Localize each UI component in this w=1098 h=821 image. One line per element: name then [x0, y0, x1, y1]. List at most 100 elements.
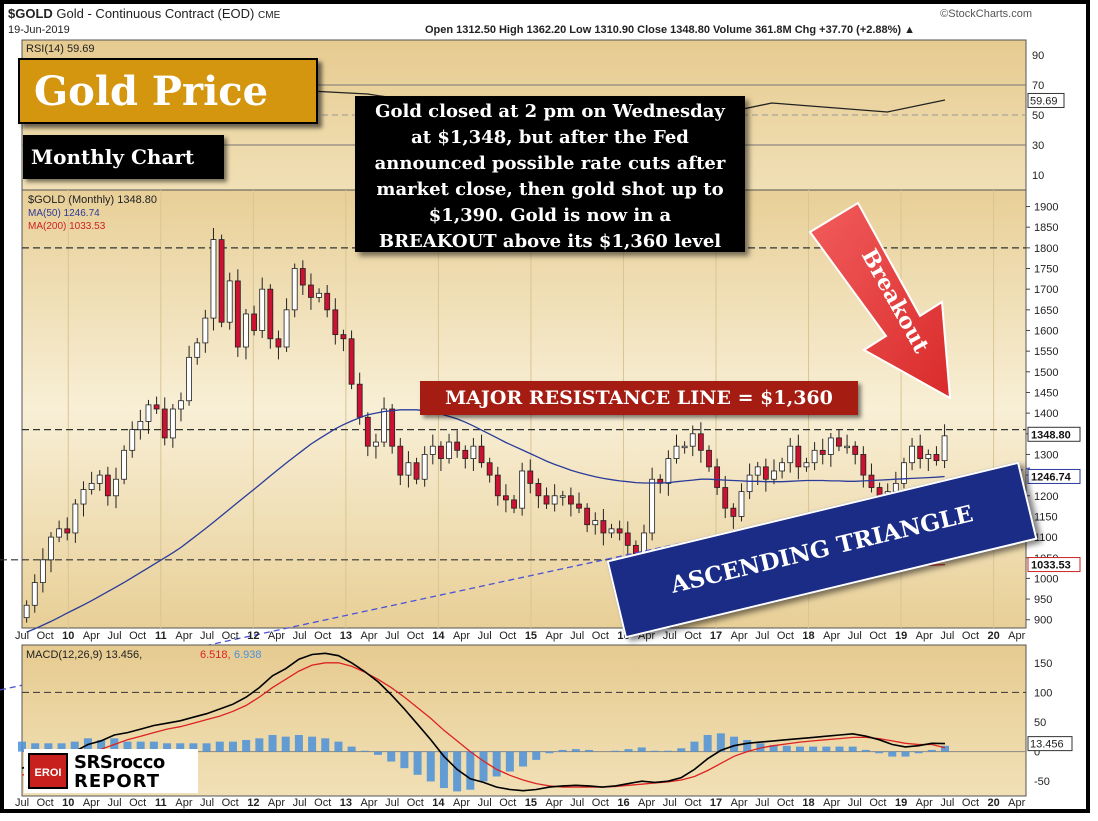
- x-tick-label: Jul: [755, 630, 769, 642]
- price-candle: [730, 507, 737, 517]
- price-candle: [186, 356, 192, 402]
- price-candle: [503, 495, 509, 501]
- macd-histogram-bar: [532, 751, 541, 760]
- macd-histogram-bar: [914, 751, 923, 754]
- price-tick-label: 1900: [1034, 202, 1058, 214]
- macd-histogram-bar: [215, 741, 224, 752]
- macd-line: [21, 652, 946, 792]
- price-candle: [559, 495, 566, 498]
- macd-histogram-bar: [426, 751, 435, 782]
- price-candle: [462, 449, 469, 459]
- macd-histogram-bar: [149, 741, 158, 752]
- macd-histogram-bar: [281, 736, 290, 752]
- price-candle: [356, 383, 363, 418]
- macd-hist-value: 6.938: [234, 649, 262, 661]
- price-candle: [259, 288, 266, 331]
- macd-tick-label: 100: [1034, 687, 1052, 699]
- macd-histogram-bar: [927, 749, 936, 752]
- price-tick-label: 1700: [1034, 284, 1058, 296]
- price-tick-label: 1850: [1034, 222, 1058, 234]
- x-tick-label-bottom: Oct: [777, 797, 794, 809]
- x-tick-label-bottom: Jul: [755, 797, 769, 809]
- macd-histogram-bar: [782, 745, 791, 752]
- price-candle: [511, 499, 517, 509]
- x-tick-label: Jul: [570, 630, 584, 642]
- x-tick-label-bottom: 16: [617, 797, 629, 809]
- macd-histogram-bar: [176, 743, 185, 752]
- macd-histogram-bar: [875, 751, 884, 754]
- x-tick-label-bottom: Jul: [478, 797, 492, 809]
- price-candle: [234, 280, 241, 348]
- macd-histogram-bar: [888, 751, 897, 757]
- price-candle: [121, 449, 128, 480]
- x-tick-label-bottom: Oct: [499, 797, 516, 809]
- x-tick-label-bottom: 10: [62, 797, 74, 809]
- macd-histogram-bar: [334, 741, 343, 752]
- x-tick-label-bottom: 19: [895, 797, 907, 809]
- x-tick-label: 14: [432, 630, 445, 642]
- price-candle: [486, 462, 493, 476]
- x-tick-label-bottom: Jul: [848, 797, 862, 809]
- x-tick-label: 11: [155, 630, 167, 642]
- price-legend-ma200: MA(200) 1033.53: [28, 221, 106, 232]
- price-candle: [373, 441, 379, 447]
- macd-histogram-bar: [769, 744, 778, 752]
- x-tick-label: Jul: [108, 630, 122, 642]
- price-candle: [104, 474, 111, 497]
- x-tick-label: Apr: [916, 630, 933, 642]
- macd-histogram-bar: [558, 749, 567, 752]
- price-candle: [218, 239, 225, 323]
- x-tick-label: 20: [987, 630, 999, 642]
- price-candle: [836, 437, 842, 447]
- x-tick-label-bottom: Oct: [37, 797, 54, 809]
- logo-line2: REPORT: [74, 771, 160, 792]
- x-tick-label: Jul: [385, 630, 399, 642]
- price-candle: [689, 433, 696, 447]
- macd-histogram-bar: [439, 751, 448, 789]
- price-tick-label: 900: [1034, 615, 1052, 627]
- rsi-tick-label: 70: [1032, 80, 1044, 92]
- price-candle: [23, 604, 30, 619]
- price-tick-label: 1550: [1034, 346, 1058, 358]
- price-candle: [137, 420, 144, 431]
- ma50-last-label-box: [1027, 468, 1081, 484]
- price-candle: [153, 404, 160, 410]
- price-candle: [551, 495, 558, 505]
- x-tick-label-bottom: Oct: [314, 797, 331, 809]
- macd-histogram-bar: [637, 747, 646, 752]
- macd-histogram-bar: [584, 749, 593, 752]
- price-tick-label: 1100: [1034, 532, 1058, 544]
- price-candle: [909, 445, 915, 464]
- x-tick-label-bottom: Oct: [684, 797, 701, 809]
- rsi-tick-label: 10: [1032, 170, 1044, 182]
- x-tick-label: Jul: [293, 630, 307, 642]
- macd-histogram-bar: [650, 750, 659, 752]
- logo-badge: EROI: [28, 753, 68, 789]
- x-tick-label-bottom: 11: [155, 797, 167, 809]
- x-tick-label-bottom: Apr: [916, 797, 933, 809]
- macd-histogram-bar: [677, 748, 686, 752]
- x-tick-label: Apr: [546, 630, 563, 642]
- macd-histogram-bar: [97, 739, 106, 752]
- x-tick-label: Oct: [777, 630, 794, 642]
- macd-histogram-bar: [31, 743, 40, 752]
- rsi-title: RSI(14) 59.69: [26, 43, 94, 55]
- price-candle: [494, 474, 501, 497]
- macd-histogram-bar: [690, 741, 699, 752]
- macd-histogram-bar: [294, 735, 303, 752]
- macd-histogram-bar: [730, 736, 739, 752]
- x-tick-label: Apr: [823, 630, 840, 642]
- macd-histogram-bar: [242, 739, 251, 752]
- price-candle: [438, 445, 444, 459]
- x-tick-label: 19: [895, 630, 907, 642]
- macd-histogram-bar: [255, 738, 264, 752]
- header-date: 19-Jun-2019: [8, 24, 70, 36]
- x-tick-label: Jul: [200, 630, 214, 642]
- macd-histogram-bar: [57, 743, 66, 752]
- price-candle: [600, 520, 607, 534]
- price-candle: [88, 482, 95, 490]
- x-tick-label: Oct: [499, 630, 516, 642]
- price-candle: [446, 441, 452, 459]
- x-tick-label-bottom: Apr: [546, 797, 563, 809]
- price-candle: [113, 478, 119, 497]
